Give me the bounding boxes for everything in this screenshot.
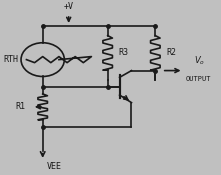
- Text: VEE: VEE: [47, 163, 62, 172]
- Text: $V_o$: $V_o$: [194, 55, 205, 67]
- Text: R1: R1: [15, 102, 25, 111]
- Text: R3: R3: [118, 48, 128, 57]
- Text: R2: R2: [166, 48, 176, 57]
- Text: OUTPUT: OUTPUT: [186, 76, 211, 82]
- Text: +V: +V: [64, 2, 74, 11]
- Text: RTH: RTH: [4, 55, 19, 64]
